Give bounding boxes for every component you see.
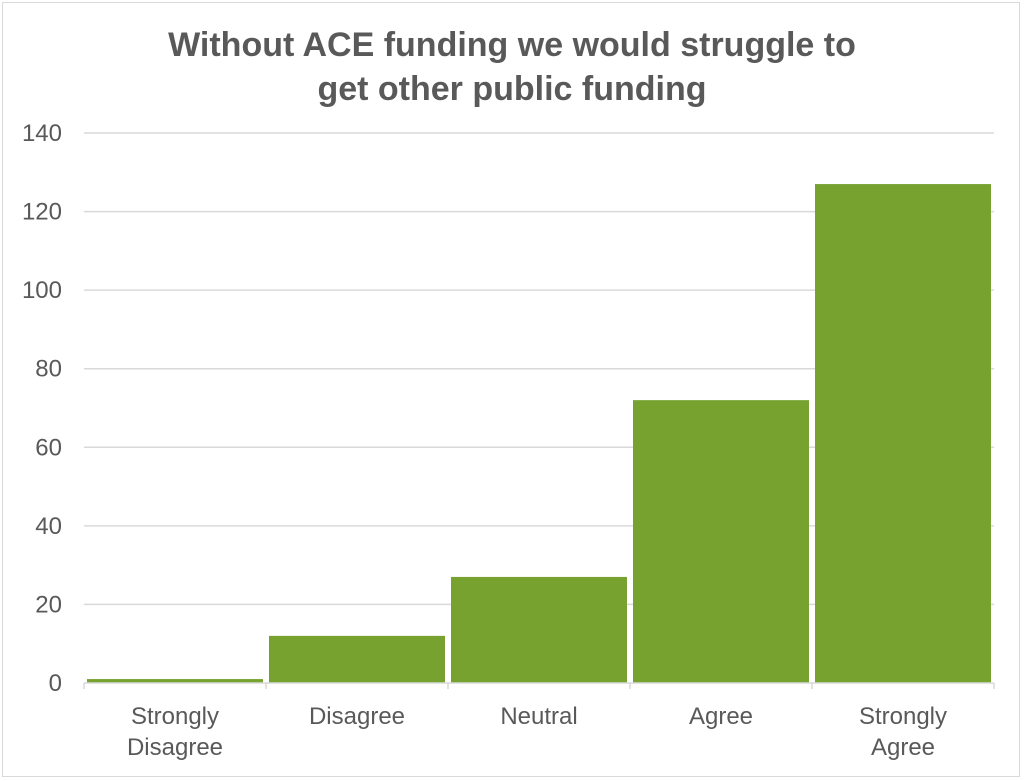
y-tick-label: 60 — [35, 434, 62, 461]
y-tick-label: 100 — [22, 277, 62, 304]
y-tick-label: 140 — [22, 120, 62, 147]
bar — [269, 635, 445, 683]
y-tick-label: 40 — [35, 513, 62, 540]
y-tick-label: 120 — [22, 199, 62, 226]
y-tick-label: 0 — [49, 670, 62, 697]
bar — [87, 679, 263, 683]
x-tick-label: Strongly Agree — [859, 703, 947, 761]
bar — [815, 184, 991, 684]
bar — [633, 400, 809, 683]
x-tick-label: Agree — [689, 703, 753, 730]
x-tick-label: Disagree — [309, 703, 405, 730]
y-tick-label: 20 — [35, 591, 62, 618]
x-tick-label: Neutral — [500, 703, 577, 730]
x-tick-label: Strongly Disagree — [127, 703, 223, 761]
bar — [451, 576, 627, 683]
chart-title: Without ACE funding we would struggle to… — [168, 26, 856, 108]
y-tick-label: 80 — [35, 356, 62, 383]
